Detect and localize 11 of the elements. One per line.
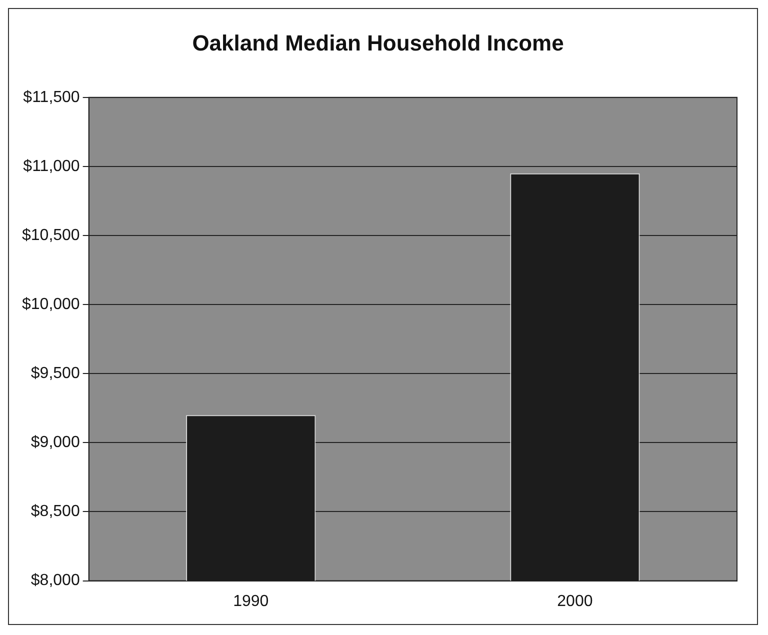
y-tick-label: $10,500 — [22, 226, 80, 244]
chart-title: Oakland Median Household Income — [192, 30, 564, 56]
y-tick-label: $11,000 — [23, 158, 80, 175]
x-tick-label: 1990 — [233, 592, 269, 610]
y-tick-label: $9,500 — [30, 365, 80, 382]
y-tick-label: $8,000 — [30, 572, 80, 590]
y-tick-label: $10,000 — [22, 296, 80, 313]
y-tick-label: $11,500 — [23, 88, 80, 106]
y-tick-label: $8,500 — [30, 503, 80, 520]
y-tick-label: $9,000 — [30, 434, 80, 452]
x-tick-label: 2000 — [557, 592, 593, 610]
